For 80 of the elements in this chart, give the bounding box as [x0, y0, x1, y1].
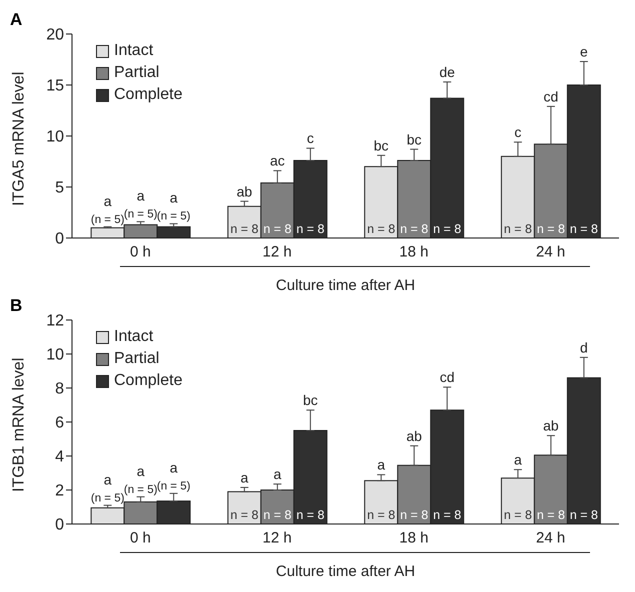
annotation: n = 8: [504, 508, 532, 522]
data-label: cd: [440, 369, 455, 386]
data-label: a: [136, 188, 145, 204]
y-tick-label: 20: [46, 26, 64, 44]
data-label: bc: [406, 131, 422, 148]
x-axis-title: Culture time after AH: [276, 563, 416, 580]
data-label: ac: [270, 152, 285, 169]
x-tick-label: 24 h: [536, 244, 566, 261]
y-axis-title: ITGB1 mRNA level: [10, 358, 28, 492]
data-label: ab: [236, 183, 252, 200]
annotation: n = 8: [263, 222, 292, 236]
annotation: n = 8: [400, 508, 428, 522]
data-label: e: [580, 44, 588, 60]
legend-label: Partial: [114, 64, 160, 82]
annotation: (n = 5): [156, 210, 191, 223]
data-label: a: [170, 190, 178, 206]
data-label: bc: [374, 137, 389, 154]
data-label: a: [136, 462, 145, 479]
annotation: n = 8: [296, 222, 325, 236]
x-axis-title: Culture time after AH: [276, 277, 416, 294]
annotation: n = 8: [536, 222, 566, 236]
y-tick-label: 0: [55, 516, 64, 534]
data-label: a: [104, 471, 112, 488]
data-label: a: [514, 452, 522, 468]
data-label: ab: [406, 428, 422, 444]
x-tick-label: 0 h: [130, 244, 151, 261]
annotation: n = 8: [433, 222, 462, 236]
y-tick-label: 5: [55, 180, 64, 197]
chart-title: B: [10, 296, 22, 316]
x-tick-label: 12 h: [262, 244, 292, 261]
y-tick-label: 10: [46, 128, 64, 146]
x-tick-label: 24 h: [536, 530, 566, 547]
annotation: n = 8: [296, 508, 325, 522]
legend-label: Intact: [114, 42, 154, 60]
data-label: c: [514, 124, 522, 140]
y-tick-label: 12: [46, 312, 64, 330]
legend-label: Complete: [114, 86, 182, 104]
y-tick-label: 0: [55, 230, 64, 248]
annotation: (n = 5): [156, 480, 191, 492]
annotation: (n = 5): [90, 214, 125, 226]
y-tick-label: 2: [55, 482, 64, 500]
chart-title: A: [10, 10, 22, 30]
x-tick-label: 18 h: [399, 530, 428, 547]
x-tick-label: 0 h: [130, 530, 151, 547]
annotation: (n = 5): [124, 208, 158, 221]
data-label: cd: [543, 88, 558, 104]
annotation: (n = 5): [124, 484, 158, 496]
annotation: n = 8: [367, 222, 396, 236]
y-tick-label: 10: [46, 346, 64, 364]
data-label: ab: [543, 418, 559, 434]
annotation: n = 8: [230, 222, 259, 236]
annotation: n = 8: [367, 508, 396, 522]
annotation: n = 8: [570, 222, 598, 236]
x-tick-label: 18 h: [399, 244, 428, 261]
annotation: n = 8: [263, 508, 292, 522]
data-label: a: [377, 456, 386, 473]
annotation: (n = 5): [90, 492, 125, 504]
annotation: n = 8: [230, 508, 259, 522]
data-label: bc: [302, 392, 318, 408]
annotation: n = 8: [400, 222, 428, 236]
annotation: n = 8: [433, 508, 462, 522]
y-tick-label: 4: [55, 448, 64, 466]
data-label: d: [580, 339, 588, 356]
data-label: a: [240, 469, 248, 486]
data-label: c: [306, 130, 314, 146]
annotation: n = 8: [504, 222, 532, 236]
data-label: de: [439, 64, 456, 80]
annotation: n = 8: [536, 508, 566, 522]
y-tick-label: 8: [55, 380, 64, 398]
y-tick-label: 6: [55, 414, 64, 432]
x-tick-label: 12 h: [262, 530, 292, 547]
data-label: a: [170, 459, 178, 476]
data-label: a: [273, 466, 282, 482]
legend-label: Intact: [114, 328, 154, 346]
legend-label: Partial: [114, 350, 160, 368]
data-label: a: [104, 192, 112, 209]
y-tick-label: 15: [46, 78, 64, 95]
annotation: n = 8: [570, 508, 598, 522]
y-axis-title: ITGA5 mRNA level: [10, 72, 28, 206]
legend-label: Complete: [114, 372, 182, 390]
